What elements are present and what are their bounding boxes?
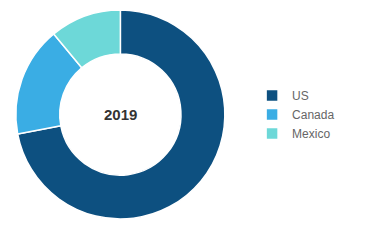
- svg-text:Mexico: Mexico: [292, 127, 330, 141]
- svg-text:Canada: Canada: [292, 108, 334, 122]
- svg-text:US: US: [292, 89, 309, 103]
- svg-text:2019: 2019: [104, 106, 137, 123]
